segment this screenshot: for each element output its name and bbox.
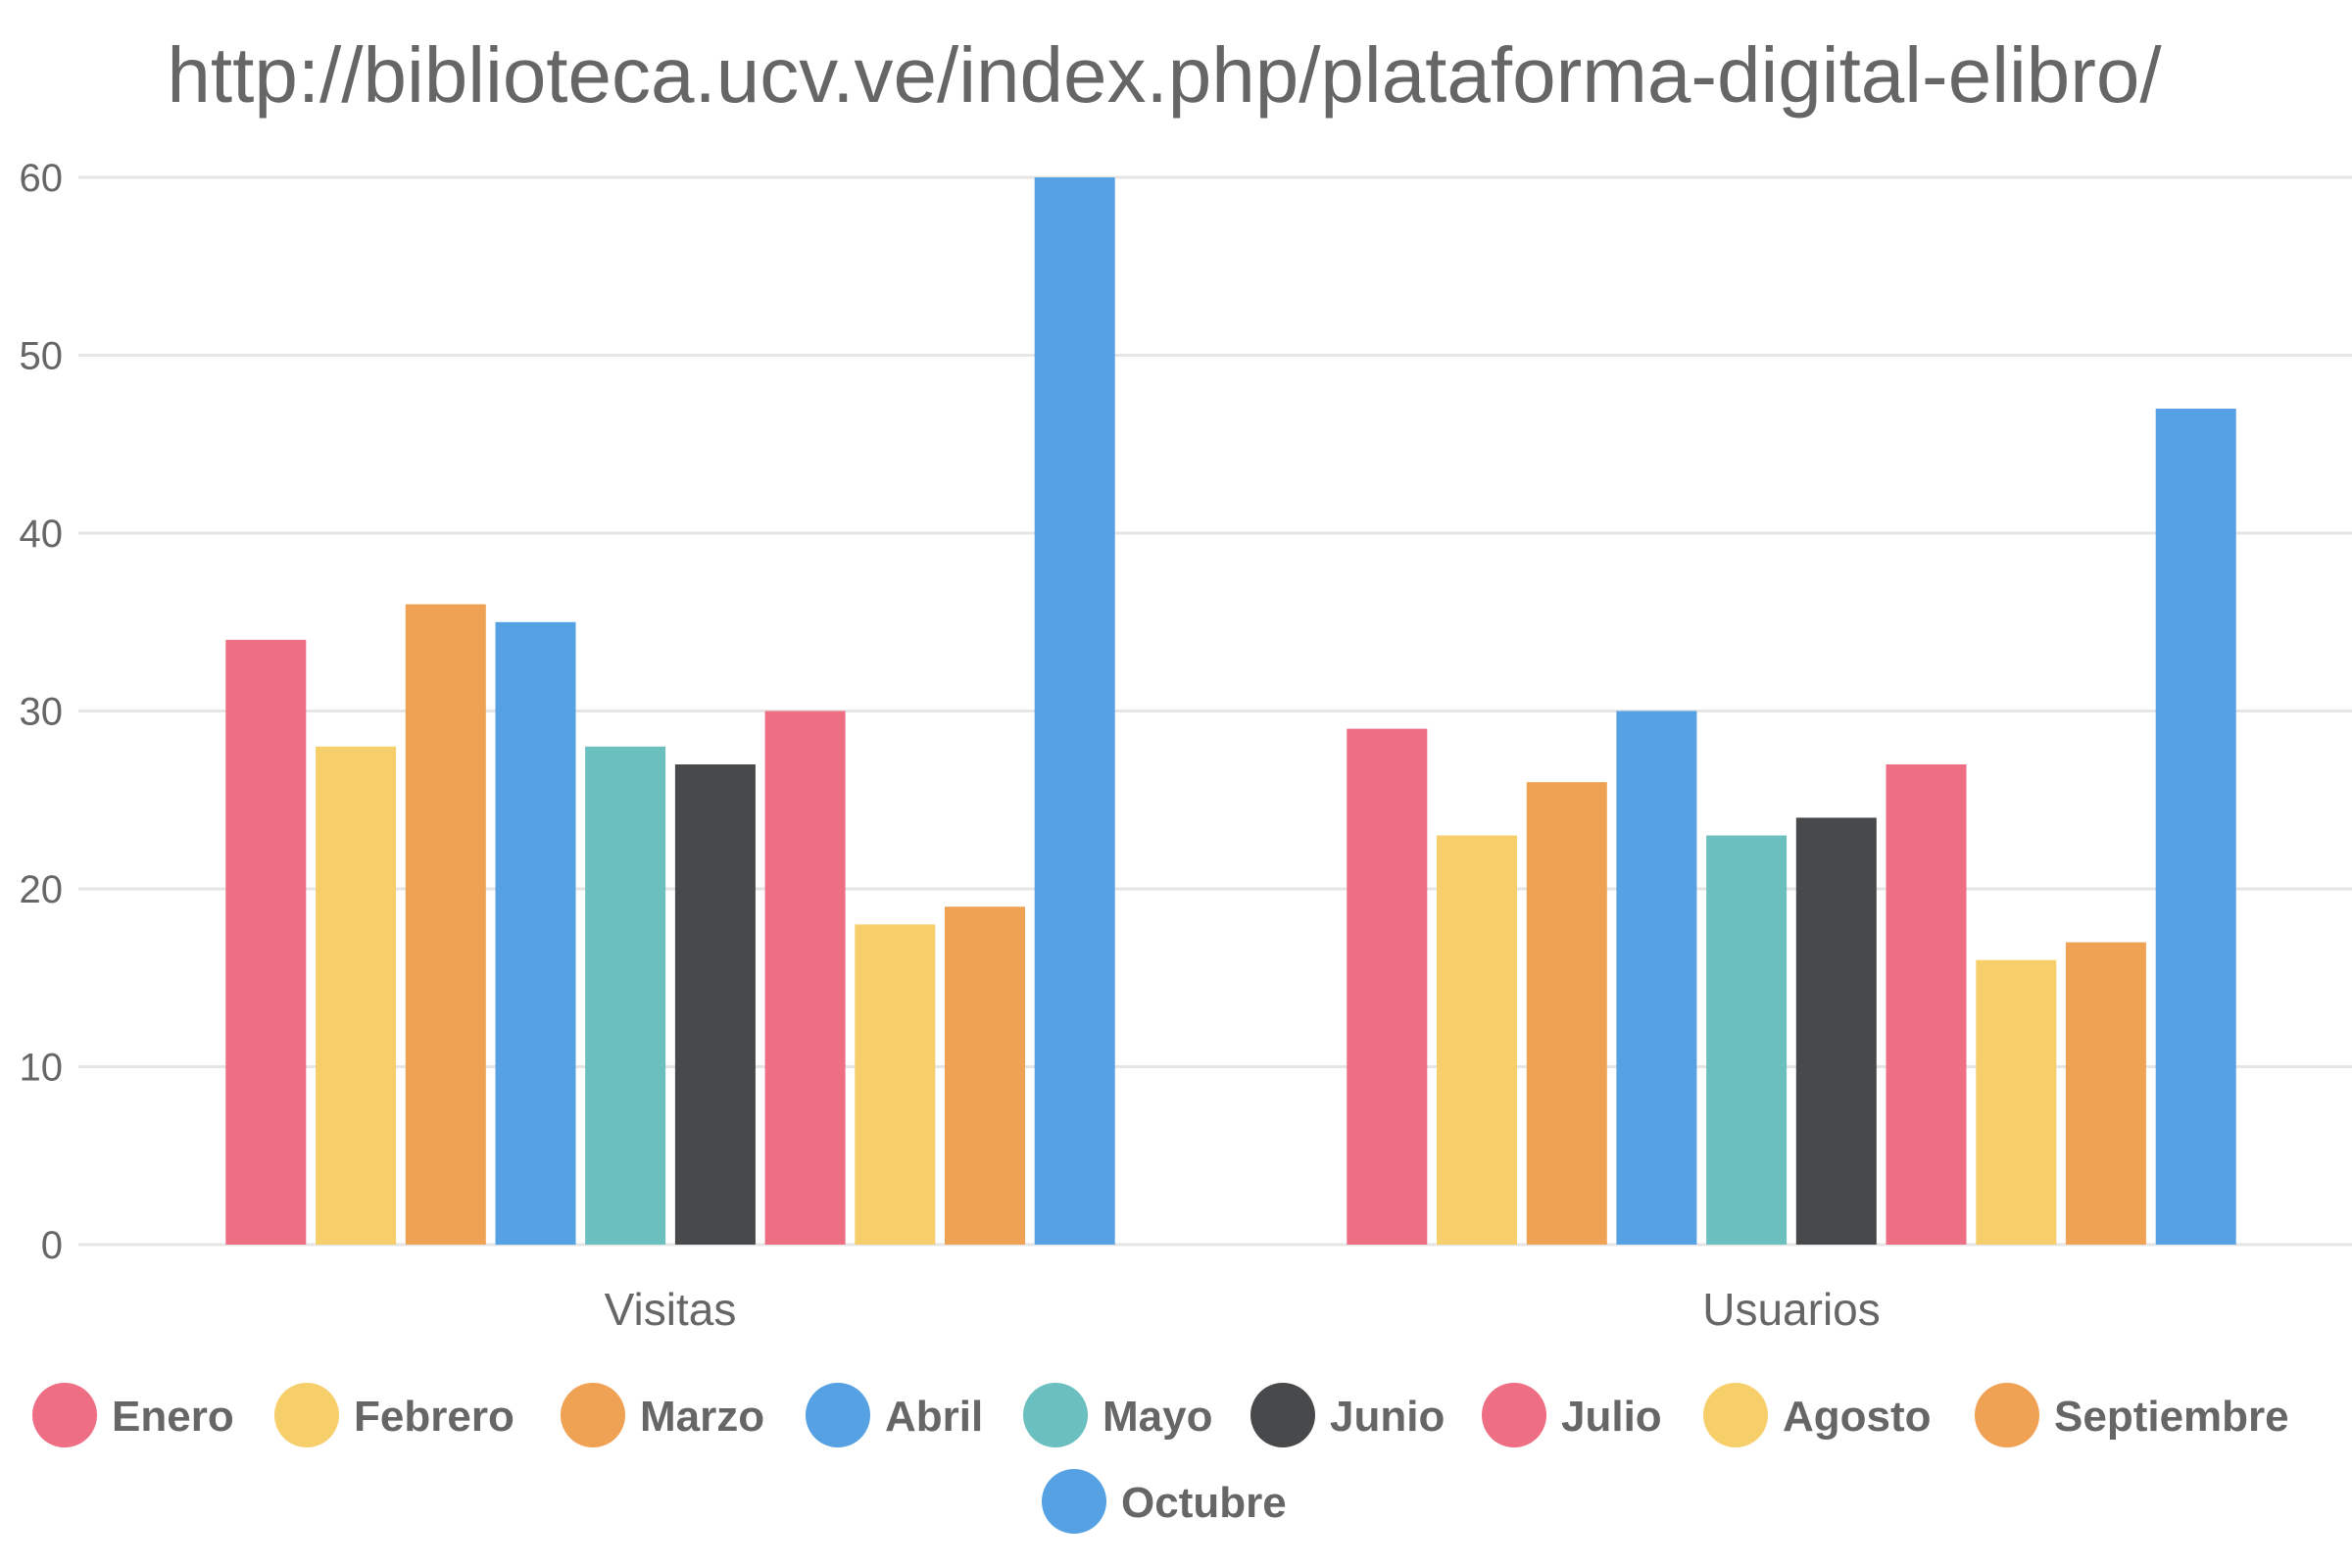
- bar-agosto-usuarios: [1976, 959, 2057, 1245]
- bar-enero-usuarios: [1347, 728, 1428, 1245]
- y-tick-label: 10: [20, 1047, 64, 1090]
- y-tick-label: 50: [20, 335, 64, 378]
- legend-swatch: [32, 1383, 97, 1447]
- bar-enero-visitas: [225, 639, 307, 1245]
- legend-label: Mayo: [1102, 1393, 1212, 1441]
- chart-title: http://biblioteca.ucv.ve/index.php/plata…: [167, 31, 2162, 119]
- bar-julio-visitas: [764, 710, 846, 1245]
- legend-swatch: [1042, 1469, 1106, 1534]
- legend-swatch: [561, 1383, 625, 1447]
- legend-item-febrero[interactable]: Febrero: [274, 1383, 514, 1447]
- legend-label: Junio: [1330, 1393, 1445, 1441]
- bar-agosto-visitas: [855, 924, 936, 1245]
- legend: Enero Febrero Marzo Abril Mayo Junio Julio Agos…: [32, 1383, 2289, 1534]
- bar-mayo-visitas: [585, 746, 666, 1245]
- x-category-label: Visitas: [605, 1284, 737, 1335]
- bar-marzo-usuarios: [1526, 782, 1607, 1245]
- legend-label: Marzo: [640, 1393, 764, 1441]
- bar-abril-usuarios: [1616, 710, 1697, 1245]
- legend-label: Febrero: [354, 1393, 514, 1441]
- bar-marzo-visitas: [405, 604, 486, 1245]
- bar-septiembre-usuarios: [2065, 942, 2146, 1245]
- bar-octubre-usuarios: [2155, 409, 2236, 1245]
- legend-item-enero[interactable]: Enero: [32, 1383, 234, 1447]
- bar-mayo-usuarios: [1706, 835, 1788, 1245]
- legend-label: Julio: [1561, 1393, 1662, 1441]
- legend-item-agosto[interactable]: Agosto: [1703, 1383, 1932, 1447]
- legend-label: Enero: [112, 1393, 234, 1441]
- bar-junio-visitas: [674, 764, 756, 1245]
- legend-swatch: [1023, 1383, 1088, 1447]
- y-tick-label: 60: [20, 157, 64, 200]
- y-axis-ticks: 0 10 20 30 40 50 60: [20, 157, 64, 1267]
- x-category-label: Usuarios: [1702, 1284, 1881, 1335]
- legend-label: Agosto: [1783, 1393, 1932, 1441]
- legend-item-marzo[interactable]: Marzo: [561, 1383, 764, 1447]
- y-tick-label: 30: [20, 691, 64, 734]
- bar-octubre-visitas: [1034, 177, 1115, 1245]
- x-axis-categories: Visitas Usuarios: [605, 1284, 1881, 1335]
- legend-swatch: [1250, 1383, 1315, 1447]
- bars: [225, 177, 2236, 1246]
- y-tick-label: 20: [20, 868, 64, 911]
- legend-swatch: [274, 1383, 339, 1447]
- y-tick-label: 40: [20, 513, 64, 556]
- legend-label: Octubre: [1121, 1479, 1287, 1527]
- legend-item-abril[interactable]: Abril: [806, 1383, 983, 1447]
- bar-febrero-visitas: [316, 746, 397, 1245]
- legend-item-junio[interactable]: Junio: [1250, 1383, 1445, 1447]
- legend-swatch: [1975, 1383, 2039, 1447]
- legend-item-octubre[interactable]: Octubre: [1042, 1469, 1287, 1534]
- legend-item-julio[interactable]: Julio: [1482, 1383, 1662, 1447]
- legend-label: Abril: [885, 1393, 983, 1441]
- y-tick-label: 0: [41, 1224, 63, 1267]
- bar-junio-usuarios: [1795, 817, 1877, 1245]
- legend-item-mayo[interactable]: Mayo: [1023, 1383, 1212, 1447]
- legend-label: Septiembre: [2054, 1393, 2289, 1441]
- legend-item-septiembre[interactable]: Septiembre: [1975, 1383, 2289, 1447]
- legend-swatch: [1703, 1383, 1768, 1447]
- bar-abril-visitas: [495, 621, 576, 1246]
- legend-swatch: [806, 1383, 870, 1447]
- legend-swatch: [1482, 1383, 1546, 1447]
- bar-febrero-usuarios: [1437, 835, 1517, 1245]
- bar-septiembre-visitas: [945, 906, 1025, 1245]
- bar-julio-usuarios: [1886, 764, 1967, 1245]
